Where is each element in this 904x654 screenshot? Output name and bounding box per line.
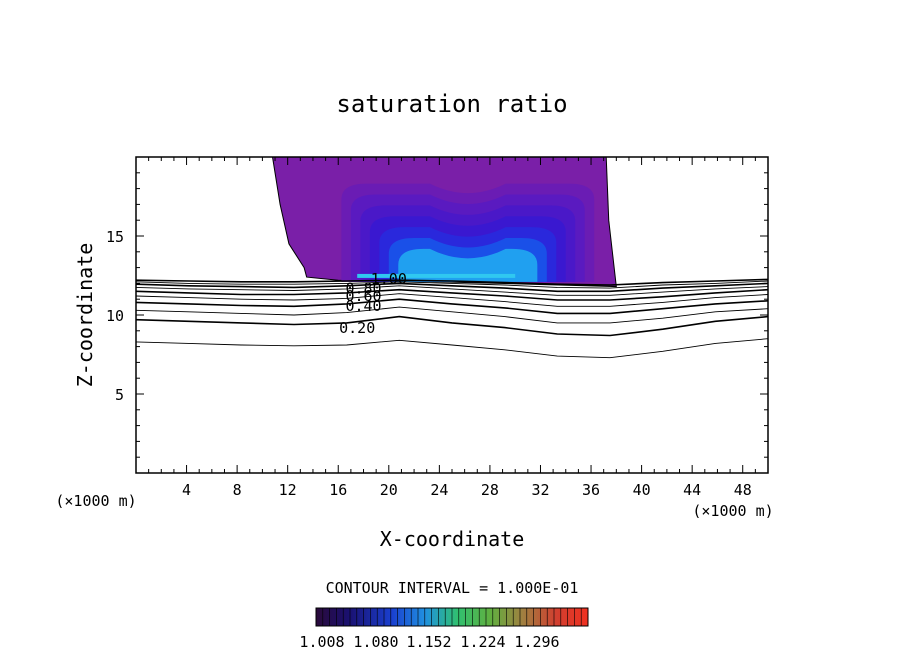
chart-title: saturation ratio	[336, 90, 567, 118]
contour-label: 0.20	[339, 319, 375, 337]
y-tick-label: 10	[106, 307, 124, 325]
contour-lines	[136, 278, 768, 359]
x-tick-label: 48	[734, 481, 752, 499]
x-tick-label: 8	[233, 481, 242, 499]
x-tick-label: 28	[481, 481, 499, 499]
colorbar-label: 1.296	[514, 633, 559, 651]
x-tick-label: 24	[430, 481, 448, 499]
colorbar-label: 1.080	[353, 633, 398, 651]
contour-line	[136, 293, 768, 307]
contour-line	[136, 280, 768, 289]
x-tick-label: 20	[380, 481, 398, 499]
colorbar-labels: 1.008 1.080 1.152 1.224 1.296	[299, 633, 559, 651]
x-unit-right: (×1000 m)	[692, 502, 773, 520]
x-tick-label: 32	[531, 481, 549, 499]
x-unit-left: (×1000 m)	[55, 492, 136, 510]
contour-line	[136, 282, 768, 293]
y-tick-labels: 5 10 15	[106, 228, 124, 404]
y-tick-label: 15	[106, 228, 124, 246]
axis-ticks	[136, 157, 768, 473]
contour-line	[136, 315, 768, 337]
x-tick-labels: 4 8 12 16 20 24 28 32 36 40 44 48	[182, 481, 752, 499]
x-tick-label: 44	[683, 481, 701, 499]
y-tick-label: 5	[115, 386, 124, 404]
shade-band	[357, 273, 516, 278]
x-tick-label: 40	[633, 481, 651, 499]
contour-label: 0.40	[345, 297, 381, 315]
contour-label: 0.60	[345, 287, 381, 305]
x-tick-label: 4	[182, 481, 191, 499]
contour-line	[136, 306, 768, 324]
contour-line	[136, 285, 768, 296]
contour-line	[136, 298, 768, 315]
contour-line	[136, 278, 768, 286]
contour-line	[136, 288, 768, 301]
colorbar-ticks	[315, 608, 589, 626]
contour-label: 1.00	[371, 270, 407, 288]
contour-line	[136, 338, 768, 359]
x-tick-label: 36	[582, 481, 600, 499]
contour-interval-label: CONTOUR INTERVAL = 1.000E-01	[326, 579, 579, 597]
x-tick-label: 12	[279, 481, 297, 499]
shade-band	[398, 248, 538, 282]
contour-labels: 1.000.800.600.40 0.20	[339, 270, 407, 337]
y-axis-label: Z-coordinate	[73, 243, 97, 388]
colorbar-label: 1.152	[406, 633, 451, 651]
shaded-region	[272, 157, 617, 288]
contour-label: 0.80	[345, 280, 381, 298]
colorbar-label: 1.224	[460, 633, 505, 651]
colorbar-label: 1.008	[299, 633, 344, 651]
x-tick-label: 16	[329, 481, 347, 499]
x-axis-label: X-coordinate	[380, 527, 525, 551]
